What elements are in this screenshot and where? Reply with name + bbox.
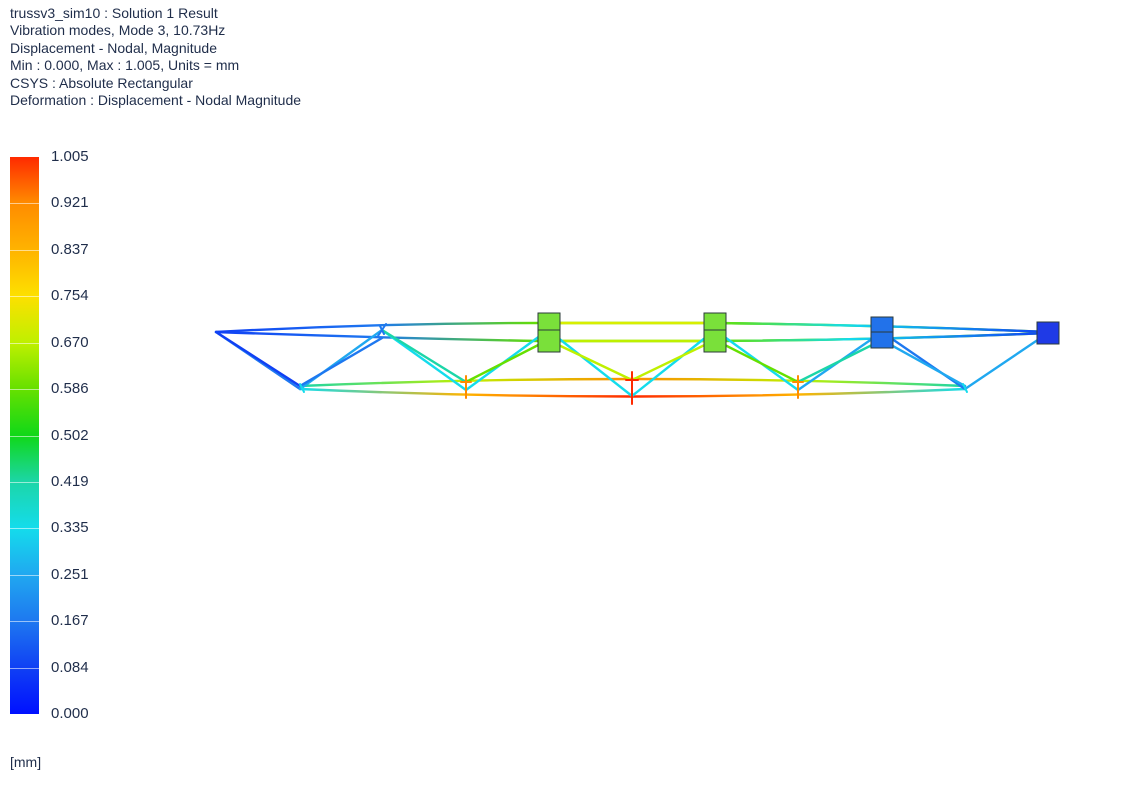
header-mode: Vibration modes, Mode 3, 10.73Hz xyxy=(10,22,226,39)
diagonal-2b xyxy=(298,336,384,388)
legend-divider xyxy=(10,203,39,205)
diagonal-10 xyxy=(963,331,1050,391)
mass-blocks xyxy=(537,312,1060,353)
legend-label: 0.921 xyxy=(51,194,89,212)
legend-divider xyxy=(10,481,39,483)
header-title: trussv3_sim10 : Solution 1 Result xyxy=(10,5,218,21)
legend-divider xyxy=(10,389,39,391)
node-marker-1 xyxy=(377,323,387,337)
legend-label: 0.502 xyxy=(51,426,89,444)
diagonal-1b xyxy=(214,330,302,388)
legend-label: 0.084 xyxy=(51,658,89,676)
legend-label: 0.586 xyxy=(51,380,89,398)
legend-label: 0.335 xyxy=(51,519,89,537)
result-header: trussv3_sim10 : Solution 1 Result Vibrat… xyxy=(10,5,301,109)
legend-divider xyxy=(10,667,39,669)
legend-divider xyxy=(10,249,39,251)
node-marker-4 xyxy=(792,375,804,399)
legend-label: 0.251 xyxy=(51,565,89,583)
legend-units: [mm] xyxy=(10,754,42,770)
node-marker-3 xyxy=(625,371,639,405)
node-markers xyxy=(299,323,968,405)
legend-label: 0.837 xyxy=(51,240,89,258)
header-deformation: Deformation : Displacement - Nodal Magni… xyxy=(10,92,302,109)
diagonal-5b xyxy=(546,338,634,382)
legend-label: 0.419 xyxy=(51,472,89,490)
legend-label: 1.005 xyxy=(51,148,89,165)
legend-label: 0.754 xyxy=(51,287,89,305)
legend-divider xyxy=(10,296,39,298)
node-marker-5 xyxy=(299,383,305,393)
node-marker-2 xyxy=(460,375,472,399)
diagonal-5 xyxy=(546,328,634,398)
header-csys: CSYS : Absolute Rectangular xyxy=(10,74,193,91)
diagonal-9b xyxy=(880,338,967,388)
legend-divider xyxy=(10,528,39,530)
diagonal-6 xyxy=(630,328,717,398)
mass-block-4 xyxy=(1036,321,1060,345)
mass-block-1 xyxy=(537,312,561,353)
header-result-type: Displacement - Nodal, Magnitude xyxy=(10,39,217,56)
legend-divider xyxy=(10,435,39,437)
diagonal-7b xyxy=(713,338,800,384)
header-min-max: Min : 0.000, Max : 1.005, Units = mm xyxy=(10,57,240,74)
mass-block-2 xyxy=(703,312,727,353)
diagonal-8b xyxy=(796,338,884,384)
legend-label: 0.670 xyxy=(51,333,89,351)
diagonal-6b xyxy=(630,338,717,382)
legend-divider xyxy=(10,621,39,623)
color-legend-bar xyxy=(10,157,39,714)
legend-label: 0.000 xyxy=(51,705,89,722)
legend-label: 0.167 xyxy=(51,612,89,630)
legend-divider xyxy=(10,342,39,344)
diagonal-3b xyxy=(380,328,468,384)
legend-divider xyxy=(10,574,39,576)
node-marker-6 xyxy=(962,383,968,393)
diagonal-4b xyxy=(464,338,550,384)
